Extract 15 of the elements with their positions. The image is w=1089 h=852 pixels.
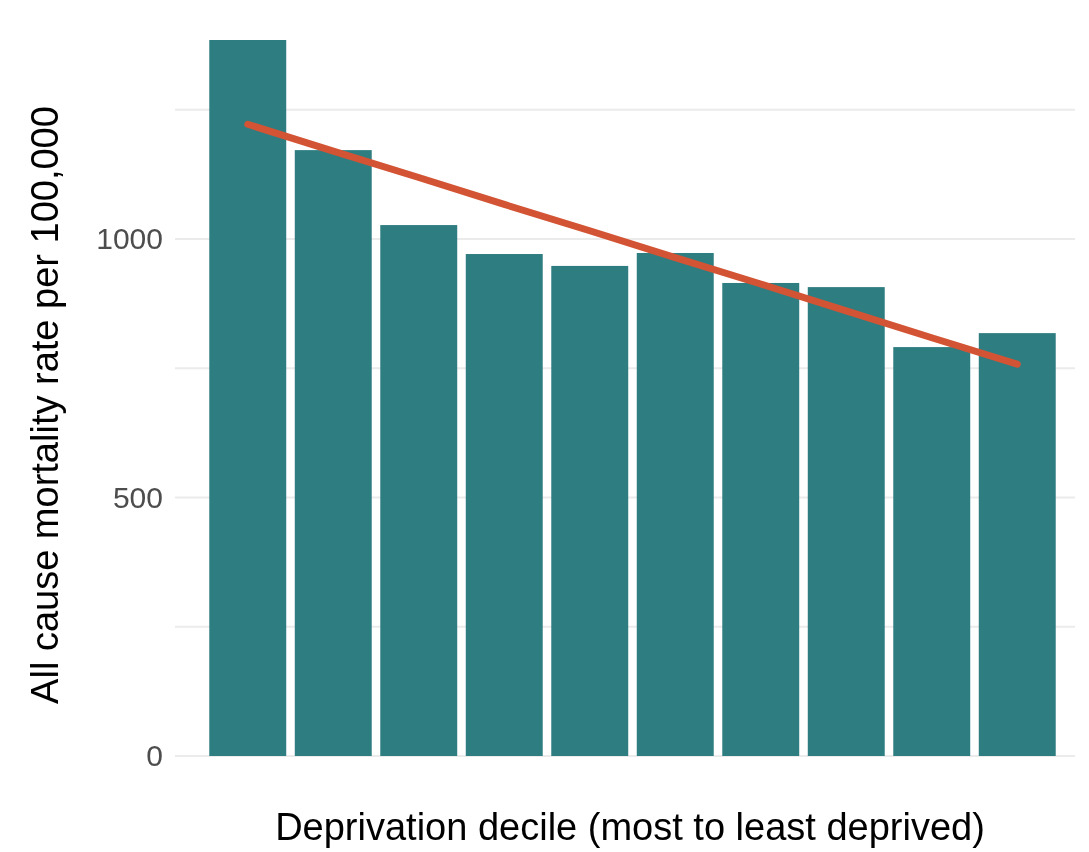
bar xyxy=(551,265,629,756)
bar xyxy=(978,333,1056,756)
bar xyxy=(722,282,800,756)
bar xyxy=(893,347,971,756)
y-tick-label: 1000 xyxy=(96,222,163,256)
x-axis-title: Deprivation decile (most to least deprived) xyxy=(275,806,985,848)
bar xyxy=(465,254,543,756)
bar xyxy=(294,150,372,756)
bar xyxy=(209,40,287,756)
bar xyxy=(636,252,714,756)
bar xyxy=(807,287,885,756)
y-tick-label: 500 xyxy=(112,480,163,514)
bar xyxy=(380,225,458,756)
y-tick-label: 0 xyxy=(146,739,163,773)
y-axis-title: All cause mortality rate per 100,000 xyxy=(24,106,66,704)
